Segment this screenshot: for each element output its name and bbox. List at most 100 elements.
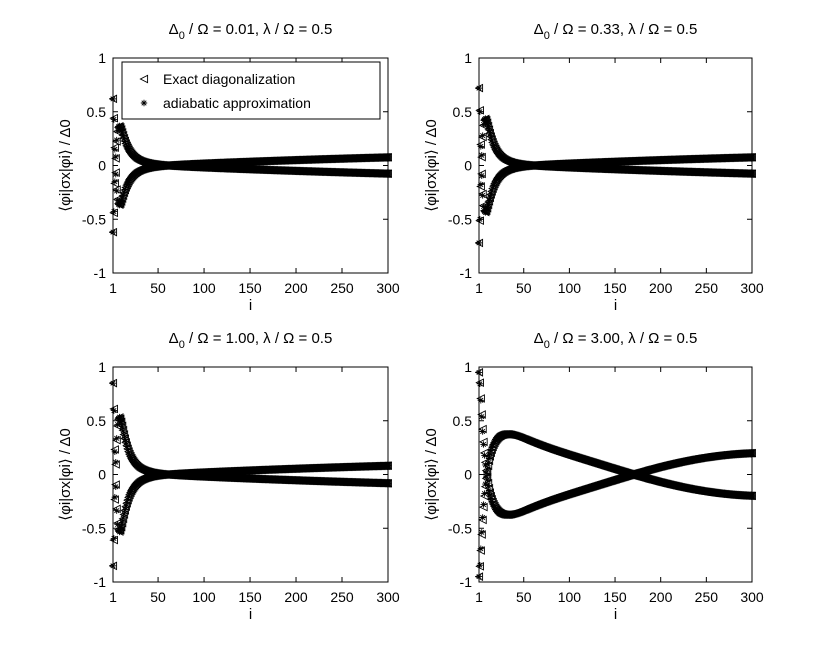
data-point-adiabatic bbox=[126, 490, 133, 498]
data-point-adiabatic bbox=[126, 451, 133, 459]
y-tick-label: 1 bbox=[98, 50, 106, 66]
data-point-adiabatic bbox=[384, 153, 392, 161]
data-point-adiabatic bbox=[113, 507, 120, 514]
data-point-adiabatic bbox=[116, 413, 123, 421]
y-tick-label: 1 bbox=[464, 50, 472, 66]
data-point-adiabatic bbox=[490, 502, 497, 510]
x-axis-label: i bbox=[249, 606, 252, 623]
series-adiabatic bbox=[475, 84, 756, 247]
data-point-adiabatic bbox=[482, 115, 489, 122]
data-point-adiabatic bbox=[478, 172, 485, 179]
data-point-adiabatic bbox=[110, 407, 118, 414]
data-point-adiabatic bbox=[479, 192, 486, 199]
data-point-adiabatic bbox=[121, 186, 129, 193]
legend-marker-adiabatic bbox=[140, 99, 148, 107]
x-tick-label: 300 bbox=[376, 589, 400, 605]
x-axis-label: i bbox=[614, 297, 617, 314]
data-point-adiabatic bbox=[112, 483, 119, 491]
x-tick-label: 250 bbox=[330, 280, 354, 296]
data-point-adiabatic bbox=[475, 84, 483, 92]
data-point-adiabatic bbox=[489, 184, 496, 192]
y-tick-label: 0 bbox=[464, 158, 472, 174]
data-point-adiabatic bbox=[118, 523, 125, 531]
data-point-adiabatic bbox=[488, 444, 495, 451]
series-adiabatic bbox=[109, 95, 392, 236]
y-tick-label: 1 bbox=[464, 359, 472, 375]
data-point-adiabatic bbox=[484, 204, 491, 212]
legend-asterisk-marker bbox=[140, 99, 148, 107]
data-point-adiabatic bbox=[491, 504, 498, 512]
data-point-adiabatic bbox=[110, 208, 118, 215]
panels: Δ0 / Ω = 0.01, λ / Ω = 0.51 50 100 150 200 25… bbox=[57, 21, 764, 623]
data-point-adiabatic bbox=[112, 171, 119, 178]
x-tick-label: 300 bbox=[740, 589, 764, 605]
series-adiabatic bbox=[109, 379, 392, 570]
x-tick-label: 50 bbox=[150, 589, 166, 605]
data-point-adiabatic bbox=[479, 514, 486, 521]
x-tick-label: 1 bbox=[475, 589, 483, 605]
data-point-adiabatic bbox=[485, 455, 493, 462]
legend-label-exact: Exact diagonalization bbox=[163, 71, 295, 87]
legend: Exact diagonalization adiabatic approxim… bbox=[121, 61, 381, 120]
x-tick-label: 100 bbox=[558, 280, 582, 296]
x-tick-label: 200 bbox=[284, 589, 308, 605]
x-tick-label: 300 bbox=[740, 280, 764, 296]
data-point-adiabatic bbox=[483, 472, 490, 480]
data-point-adiabatic bbox=[480, 501, 487, 508]
legend-marker-exact bbox=[139, 74, 149, 84]
data-point-adiabatic bbox=[489, 441, 496, 449]
data-point-adiabatic bbox=[110, 535, 118, 542]
data-point-adiabatic bbox=[120, 189, 128, 196]
data-point-adiabatic bbox=[118, 423, 126, 430]
data-point-adiabatic bbox=[109, 379, 117, 387]
data-point-adiabatic bbox=[128, 455, 135, 463]
data-point-adiabatic bbox=[120, 431, 128, 439]
data-point-adiabatic bbox=[114, 197, 121, 204]
data-point-adiabatic bbox=[113, 187, 120, 195]
data-point-adiabatic bbox=[118, 519, 126, 526]
data-point-adiabatic bbox=[113, 136, 120, 144]
data-point-adiabatic bbox=[481, 452, 488, 459]
data-point-adiabatic bbox=[109, 95, 117, 103]
data-point-adiabatic bbox=[118, 418, 125, 426]
data-point-adiabatic bbox=[124, 179, 131, 186]
data-point-adiabatic bbox=[120, 135, 128, 142]
data-point-adiabatic bbox=[748, 170, 756, 178]
x-tick-label: 250 bbox=[330, 589, 354, 605]
data-point-adiabatic bbox=[484, 466, 491, 473]
y-tick-label: -0.5 bbox=[448, 211, 472, 227]
data-point-adiabatic bbox=[127, 453, 134, 461]
data-point-adiabatic bbox=[122, 183, 130, 191]
x-tick-label: 250 bbox=[695, 589, 719, 605]
data-point-adiabatic bbox=[123, 143, 130, 150]
panel-4: Δ0 / Ω = 3.00, λ / Ω = 0.51 50 100 150 200 25… bbox=[423, 330, 764, 623]
data-point-adiabatic bbox=[478, 152, 485, 159]
data-point-adiabatic bbox=[111, 494, 119, 501]
data-point-adiabatic bbox=[480, 441, 487, 448]
data-point-adiabatic bbox=[479, 428, 486, 435]
legend-label-adiabatic: adiabatic approximation bbox=[163, 95, 311, 111]
data-point-adiabatic bbox=[123, 443, 130, 450]
y-tick-label: -0.5 bbox=[82, 211, 106, 227]
data-point-adiabatic bbox=[484, 119, 491, 127]
data-point-adiabatic bbox=[485, 487, 493, 494]
data-point-adiabatic bbox=[484, 460, 492, 467]
x-tick-label: 50 bbox=[516, 280, 532, 296]
x-tick-label: 150 bbox=[603, 589, 627, 605]
y-tick-label: 0.5 bbox=[453, 413, 473, 429]
x-tick-label: 50 bbox=[150, 280, 166, 296]
data-point-adiabatic bbox=[125, 493, 132, 500]
y-tick-label: 1 bbox=[98, 359, 106, 375]
data-point-adiabatic bbox=[486, 194, 494, 201]
data-point-adiabatic bbox=[114, 521, 121, 528]
data-point-adiabatic bbox=[487, 495, 495, 502]
data-point-adiabatic bbox=[117, 415, 124, 422]
panel-3: Δ0 / Ω = 1.00, λ / Ω = 0.51 50 100 150 200 25… bbox=[57, 330, 400, 623]
y-tick-label: 0.5 bbox=[453, 104, 473, 120]
x-tick-label: 300 bbox=[376, 280, 400, 296]
data-point-adiabatic bbox=[111, 146, 119, 153]
data-point-adiabatic bbox=[486, 451, 494, 458]
data-point-adiabatic bbox=[477, 181, 485, 188]
data-point-adiabatic bbox=[485, 197, 493, 205]
x-tick-label: 1 bbox=[109, 589, 117, 605]
